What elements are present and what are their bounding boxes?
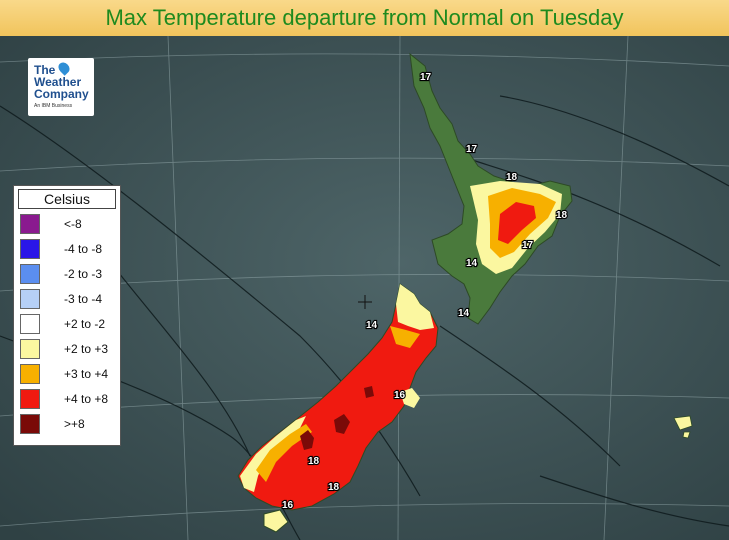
legend-swatch bbox=[20, 214, 40, 234]
legend-item: >+8 bbox=[20, 414, 116, 434]
logo-line-3: Company bbox=[34, 87, 89, 101]
legend-item: +2 to -2 bbox=[20, 314, 116, 334]
map-canvas: 17 17 18 18 17 14 14 14 16 18 18 16 bbox=[0, 36, 729, 540]
legend-label: -4 to -8 bbox=[64, 242, 103, 256]
isotherm-label: 18 bbox=[308, 456, 320, 467]
legend-item: -2 to -3 bbox=[20, 264, 116, 284]
map-title: Max Temperature departure from Normal on… bbox=[105, 5, 624, 30]
legend-label: <-8 bbox=[64, 217, 82, 231]
isotherm-label: 17 bbox=[522, 240, 534, 251]
isotherm-label: 16 bbox=[394, 390, 406, 401]
weather-map[interactable]: 17 17 18 18 17 14 14 14 16 18 18 16 bbox=[0, 36, 729, 540]
legend-label: +2 to -2 bbox=[64, 317, 106, 331]
legend-item: -3 to -4 bbox=[20, 289, 116, 309]
legend-swatch bbox=[20, 414, 40, 434]
chatham-islands bbox=[673, 415, 693, 439]
isotherm-label: 14 bbox=[466, 258, 478, 269]
legend-label: -3 to -4 bbox=[64, 292, 103, 306]
legend-label: +4 to +8 bbox=[64, 392, 109, 406]
isotherm-label: 14 bbox=[366, 320, 378, 331]
isotherm-labels: 17 17 18 18 17 14 14 14 16 18 18 16 bbox=[281, 71, 569, 512]
isotherm-label: 18 bbox=[328, 482, 340, 493]
title-bar: Max Temperature departure from Normal on… bbox=[0, 0, 729, 36]
logo-line-1: The bbox=[34, 63, 56, 77]
north-island bbox=[409, 52, 573, 325]
legend-swatch bbox=[20, 364, 40, 384]
weather-company-logo: The Weather Company An IBM Business bbox=[28, 58, 94, 116]
legend-swatch bbox=[20, 289, 40, 309]
isotherm-label: 17 bbox=[466, 144, 478, 155]
legend-heading: Celsius bbox=[18, 189, 116, 209]
crosshair-marker bbox=[358, 295, 372, 309]
logo-tagline: An IBM Business bbox=[34, 103, 73, 109]
water-drop-icon bbox=[56, 60, 72, 76]
legend-item: <-8 bbox=[20, 214, 116, 234]
legend-swatch bbox=[20, 264, 40, 284]
legend-item: +2 to +3 bbox=[20, 339, 116, 359]
ocean bbox=[0, 36, 729, 540]
isotherm-label: 18 bbox=[556, 210, 568, 221]
legend-swatch bbox=[20, 314, 40, 334]
legend-item: +4 to +8 bbox=[20, 389, 116, 409]
isotherm-label: 18 bbox=[506, 172, 518, 183]
legend-swatch bbox=[20, 239, 40, 259]
isotherm-label: 14 bbox=[458, 308, 470, 319]
legend-label: +2 to +3 bbox=[64, 342, 109, 356]
legend-swatch bbox=[20, 389, 40, 409]
legend-label: +3 to +4 bbox=[64, 367, 109, 381]
legend-label: -2 to -3 bbox=[64, 267, 103, 281]
legend-item: +3 to +4 bbox=[20, 364, 116, 384]
logo-line-2: Weather bbox=[34, 75, 82, 89]
legend-swatch bbox=[20, 339, 40, 359]
south-island bbox=[237, 283, 439, 533]
isotherm-label: 16 bbox=[282, 500, 294, 511]
legend-label: >+8 bbox=[64, 417, 85, 431]
isotherm-label: 17 bbox=[420, 72, 432, 83]
legend-item: -4 to -8 bbox=[20, 239, 116, 259]
temperature-legend: Celsius <-8 -4 to -8 -2 to -3 -3 to -4 +… bbox=[13, 185, 121, 446]
